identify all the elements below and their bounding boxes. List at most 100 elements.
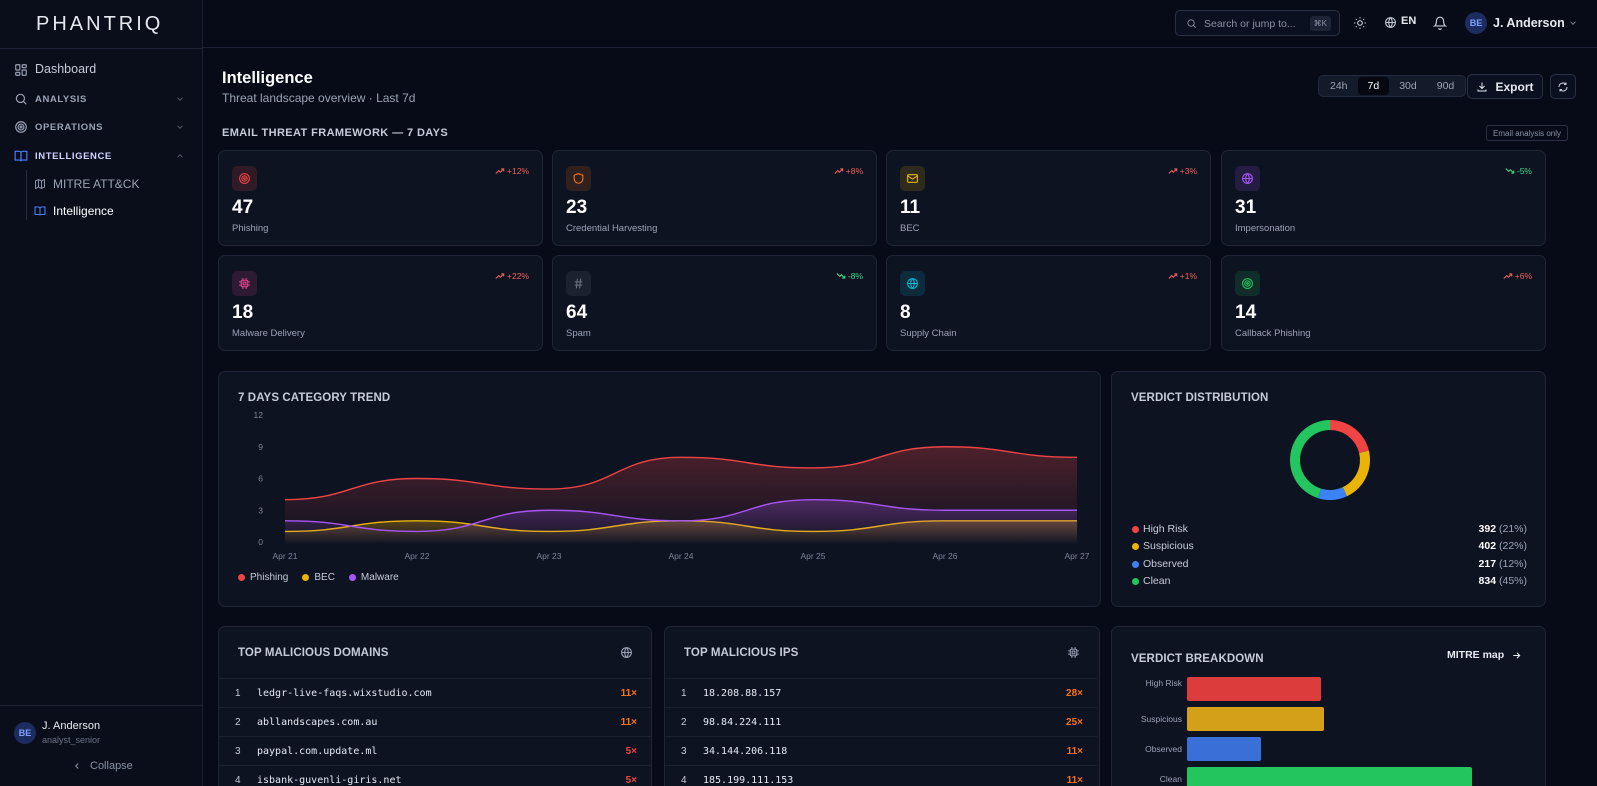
count-value: 402: [1478, 540, 1497, 553]
chart-legend: Phishing BEC Malware: [238, 572, 399, 583]
x-tick-label: Apr 22: [404, 551, 429, 561]
stat-card[interactable]: +6% 14 Callback Phishing: [1221, 255, 1546, 351]
sun-icon[interactable]: [1353, 16, 1367, 30]
sidebar-section-analysis[interactable]: ANALYSIS: [0, 92, 203, 106]
list-item[interactable]: 4 185.199.111.153 11×: [665, 765, 1097, 786]
globe-icon: [907, 278, 918, 289]
bell-icon[interactable]: [1433, 16, 1447, 30]
legend-count: 834 (45%): [1479, 575, 1527, 587]
legend-label: High Risk: [1143, 523, 1188, 535]
trend-badge: +12%: [495, 166, 529, 176]
trend-value: +3%: [1179, 166, 1197, 176]
legend-label: Suspicious: [1143, 540, 1194, 553]
search-input[interactable]: Search or jump to... ⌘K: [1175, 10, 1340, 36]
y-tick-label: 9: [258, 442, 263, 452]
sidebar-user-card[interactable]: BE J. Anderson analyst_senior: [12, 720, 192, 754]
rank: 4: [235, 775, 241, 786]
stat-label: Callback Phishing: [1235, 328, 1311, 339]
y-tick-label: 6: [258, 474, 263, 484]
section-title: EMAIL THREAT FRAMEWORK — 7 DAYS: [222, 127, 449, 139]
collapse-label: Collapse: [90, 760, 133, 772]
stat-value: 18: [232, 302, 254, 323]
top-domains-panel: TOP MALICIOUS DOMAINS 1 ledgr-live-faqs.…: [218, 626, 652, 786]
list-item[interactable]: 1 18.208.88.157 28×: [665, 678, 1097, 707]
verdict-breakdown-panel: VERDICT BREAKDOWN MITRE map High Risk Sus…: [1111, 626, 1546, 786]
map-icon: [35, 178, 45, 190]
list-item[interactable]: 3 paypal.com.update.ml 5×: [219, 736, 651, 765]
stat-label: Spam: [566, 328, 591, 339]
export-label: Export: [1495, 79, 1534, 94]
legend-label: Clean: [1143, 574, 1171, 587]
list-item[interactable]: 2 abllandscapes.com.au 11×: [219, 707, 651, 736]
avatar: BE: [14, 722, 36, 744]
list-item[interactable]: 1 ledgr-live-faqs.wixstudio.com 11×: [219, 678, 651, 707]
sidebar-section-intelligence[interactable]: INTELLIGENCE: [0, 149, 203, 163]
list-item[interactable]: 4 isbank-guvenli-giris.net 5×: [219, 765, 651, 786]
stat-card[interactable]: -5% 31 Impersonation: [1221, 150, 1546, 246]
stat-icon-box: [1235, 271, 1260, 296]
stat-card[interactable]: -8% 64 Spam: [552, 255, 877, 351]
legend-count: 402 (22%): [1479, 540, 1527, 552]
sidebar-item-intelligence[interactable]: Intelligence: [18, 200, 188, 222]
donut-slice: [1330, 420, 1369, 453]
trend-value: -8%: [847, 271, 863, 281]
hit-count: 11×: [1066, 775, 1083, 786]
stat-card[interactable]: +8% 23 Credential Harvesting: [552, 150, 877, 246]
stat-value: 64: [566, 302, 588, 323]
mitre-map-link[interactable]: MITRE map: [1447, 649, 1522, 661]
list-item[interactable]: 3 34.144.206.118 11×: [665, 736, 1097, 765]
donut-slice: [1318, 487, 1347, 500]
globe-icon[interactable]: [1384, 16, 1397, 29]
legend-swatch: [1132, 543, 1139, 551]
rank: 4: [681, 775, 687, 786]
sidebar-item-mitre-attack[interactable]: MITRE ATT&CK: [18, 173, 188, 195]
trend-value: +22%: [507, 271, 529, 281]
arrow-right-icon: [1513, 651, 1521, 659]
refresh-button[interactable]: [1550, 74, 1576, 99]
legend-swatch: [1132, 577, 1139, 585]
search-icon: [15, 93, 27, 105]
bar: [1187, 707, 1325, 731]
stat-card[interactable]: +3% 11 BEC: [886, 150, 1211, 246]
sidebar-item-dashboard[interactable]: Dashboard: [0, 62, 203, 78]
sidebar-divider: [0, 48, 203, 49]
download-icon: [1477, 82, 1487, 91]
domain-name: paypal.com.update.ml: [257, 746, 378, 757]
legend-item: Malware: [348, 572, 399, 583]
trend-value: +6%: [1514, 271, 1532, 281]
rank: 2: [681, 717, 687, 728]
stat-value: 8: [900, 302, 911, 323]
stat-icon-box: [1235, 166, 1260, 191]
verdict-distribution-panel: VERDICT DISTRIBUTION High Risk 392 (21%)…: [1111, 371, 1546, 607]
language-selector[interactable]: EN: [1401, 15, 1417, 27]
range-7d[interactable]: 7d: [1357, 77, 1390, 95]
hit-count: 5×: [625, 746, 637, 757]
count-value: 217: [1478, 557, 1497, 570]
chevron-down-icon: [1570, 21, 1576, 25]
mitre-map-label: MITRE map: [1447, 649, 1505, 661]
stat-icon-box: [566, 271, 591, 296]
legend-row: Clean 834 (45%): [1132, 575, 1527, 589]
range-90d[interactable]: 90d: [1436, 80, 1455, 92]
main-content: Intelligence Threat landscape overview ·…: [203, 48, 1597, 786]
range-30d[interactable]: 30d: [1399, 80, 1417, 92]
stat-card[interactable]: +1% 8 Supply Chain: [886, 255, 1211, 351]
hit-count: 11×: [620, 688, 637, 699]
y-tick-label: 0: [258, 537, 263, 547]
rank: 3: [681, 746, 687, 757]
sidebar-section-operations[interactable]: OPERATIONS: [0, 120, 203, 134]
rank: 1: [235, 688, 241, 699]
range-24h[interactable]: 24h: [1330, 80, 1348, 92]
panel-title: TOP MALICIOUS IPS: [684, 647, 799, 659]
list-item[interactable]: 2 98.84.224.111 25×: [665, 707, 1097, 736]
trending-down-icon: [1505, 168, 1515, 174]
stat-card[interactable]: +12% 47 Phishing: [218, 150, 543, 246]
trend-value: -5%: [1516, 166, 1532, 176]
export-button[interactable]: Export: [1467, 74, 1543, 99]
collapse-button[interactable]: Collapse: [72, 760, 133, 772]
stat-card[interactable]: +22% 18 Malware Delivery: [218, 255, 543, 351]
x-tick-label: Apr 27: [1064, 551, 1089, 561]
trend-badge: -8%: [836, 271, 863, 281]
page-subtitle: Threat landscape overview · Last 7d: [222, 91, 416, 105]
count-value: 392: [1478, 523, 1497, 535]
